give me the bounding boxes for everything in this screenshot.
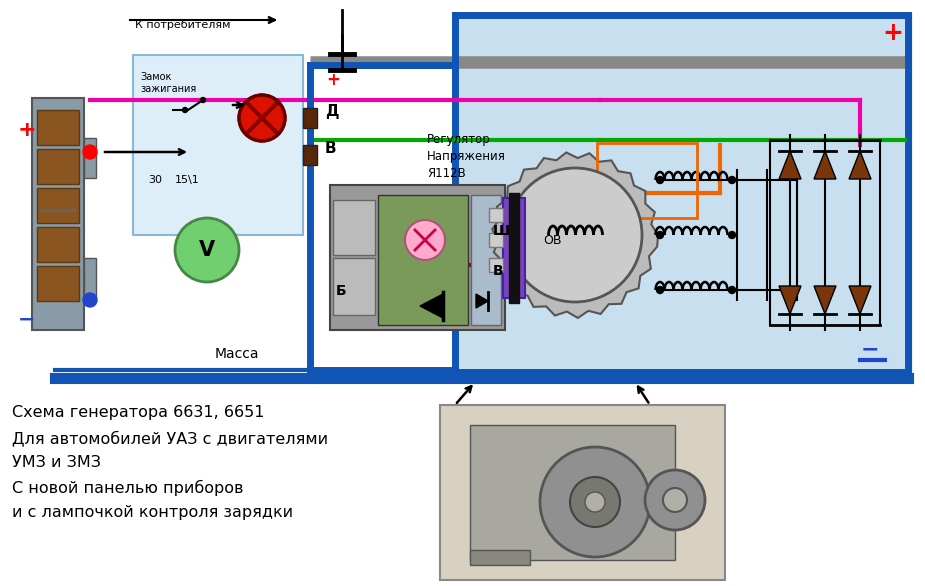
Circle shape — [201, 97, 205, 103]
Bar — [503, 198, 525, 298]
Circle shape — [585, 492, 605, 512]
Polygon shape — [779, 286, 801, 314]
Bar — [32, 98, 84, 330]
Bar — [37, 266, 79, 301]
Bar — [303, 108, 317, 128]
Text: С новой панелью приборов: С новой панелью приборов — [12, 480, 243, 496]
Bar — [330, 185, 505, 330]
Circle shape — [663, 488, 687, 512]
Text: Для автомобилей УАЗ с двигателями: Для автомобилей УАЗ с двигателями — [12, 430, 328, 446]
Circle shape — [657, 287, 663, 294]
Text: Масса: Масса — [215, 347, 260, 361]
Bar — [37, 188, 79, 223]
Bar — [470, 550, 530, 565]
Bar — [471, 195, 501, 325]
Text: Регулятор
Напряжения
Я112В: Регулятор Напряжения Я112В — [427, 133, 506, 180]
Bar — [84, 138, 96, 178]
Text: ОВ: ОВ — [544, 233, 562, 247]
Polygon shape — [814, 151, 836, 179]
Circle shape — [729, 287, 735, 294]
Text: Схема генератора 6631, 6651: Схема генератора 6631, 6651 — [12, 405, 265, 420]
Polygon shape — [420, 294, 443, 318]
Text: 30: 30 — [148, 175, 162, 185]
Polygon shape — [476, 294, 488, 308]
Bar — [509, 193, 519, 303]
Text: В: В — [493, 264, 503, 278]
Text: Замок
зажигания: Замок зажигания — [140, 72, 196, 94]
Text: Ш: Ш — [493, 224, 510, 238]
Bar — [37, 227, 79, 262]
Bar — [303, 145, 317, 165]
Bar — [333, 200, 375, 255]
Text: В: В — [325, 141, 337, 156]
Bar — [133, 55, 303, 235]
Circle shape — [657, 176, 663, 183]
Text: V: V — [199, 240, 215, 260]
Polygon shape — [849, 151, 871, 179]
Circle shape — [570, 477, 620, 527]
Bar — [440, 405, 725, 580]
Bar — [84, 258, 96, 298]
Polygon shape — [849, 286, 871, 314]
Text: −: − — [860, 339, 880, 359]
Circle shape — [239, 95, 285, 141]
Text: +: + — [882, 21, 904, 45]
Polygon shape — [492, 152, 658, 318]
Bar — [597, 143, 697, 218]
Bar — [333, 258, 375, 315]
Bar — [470, 425, 675, 560]
Circle shape — [645, 470, 705, 530]
Circle shape — [83, 293, 97, 307]
Text: −: − — [18, 310, 36, 330]
Circle shape — [182, 107, 188, 113]
Circle shape — [540, 447, 650, 557]
Bar — [455, 15, 910, 372]
Bar — [489, 258, 503, 272]
Circle shape — [508, 168, 642, 302]
Text: +: + — [326, 71, 339, 89]
Circle shape — [83, 145, 97, 159]
Circle shape — [657, 231, 663, 239]
Circle shape — [405, 220, 445, 260]
Text: Б: Б — [336, 284, 347, 298]
Bar — [37, 149, 79, 184]
Text: +: + — [18, 120, 36, 140]
Text: УМЗ и ЗМЗ: УМЗ и ЗМЗ — [12, 455, 101, 470]
Text: К потребителям: К потребителям — [135, 20, 230, 30]
Text: и с лампочкой контроля зарядки: и с лампочкой контроля зарядки — [12, 505, 293, 520]
Circle shape — [729, 176, 735, 183]
Text: 15\1: 15\1 — [175, 175, 200, 185]
Bar — [489, 208, 503, 222]
Polygon shape — [814, 286, 836, 314]
Bar — [378, 195, 468, 325]
Circle shape — [729, 231, 735, 239]
Bar — [37, 110, 79, 145]
Bar — [489, 233, 503, 247]
Polygon shape — [779, 151, 801, 179]
Circle shape — [175, 218, 239, 282]
Text: Д: Д — [325, 104, 339, 119]
